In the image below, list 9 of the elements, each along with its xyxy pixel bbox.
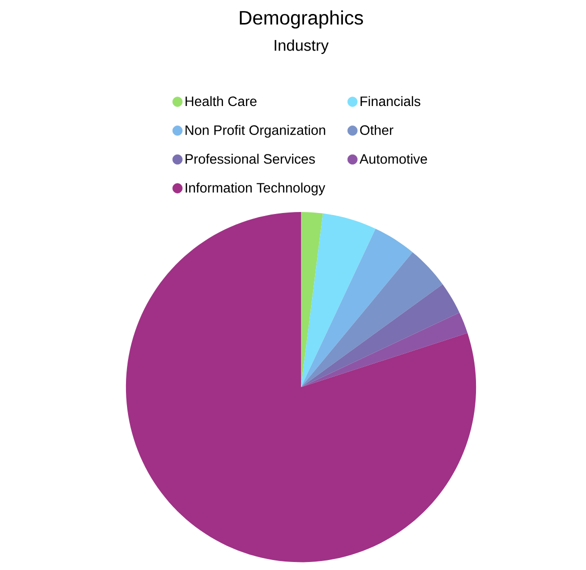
legend-label: Professional Services <box>186 154 315 164</box>
chart-title: Demographics <box>240 10 363 29</box>
legend-label: Information Technology <box>186 182 326 196</box>
legend-label: Financials <box>360 96 420 106</box>
legend-label: Non Profit Organization <box>186 124 326 138</box>
chart-subtitle: Industry <box>274 39 329 54</box>
legend-label: Health Care <box>186 96 257 106</box>
legend-label: Other <box>360 124 394 135</box>
legend-label: Automotive <box>360 154 428 164</box>
